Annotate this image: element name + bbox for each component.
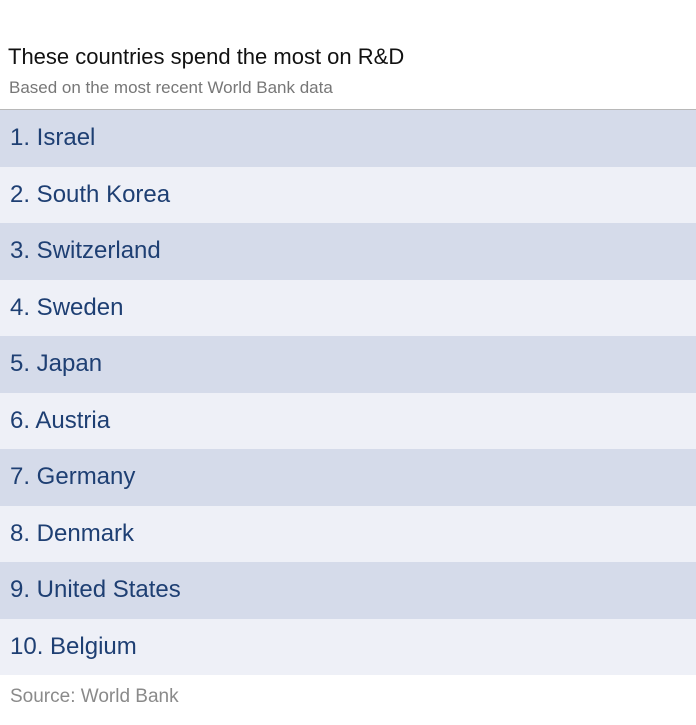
country-rank-label: 8. Denmark bbox=[10, 519, 135, 547]
country-rank-label: 1. Israel bbox=[10, 124, 96, 152]
table-row: 6. Austria bbox=[0, 392, 696, 449]
source-note: Source: World Bank bbox=[10, 686, 179, 707]
table-row: 3. Switzerland bbox=[0, 223, 696, 280]
country-rank-label: 9. United States bbox=[10, 576, 181, 604]
country-rank-label: 6. Austria bbox=[10, 406, 111, 434]
header-divider bbox=[0, 109, 696, 110]
chart-header: These countries spend the most on R&D Ba… bbox=[0, 0, 696, 110]
country-rank-label: 10. Belgium bbox=[10, 632, 137, 660]
country-rank-label: 7. Germany bbox=[10, 463, 136, 491]
table-row: 4. Sweden bbox=[0, 279, 696, 336]
table-row: 8. Denmark bbox=[0, 505, 696, 562]
chart-title: These countries spend the most on R&D bbox=[8, 44, 405, 69]
country-rank-label: 4. Sweden bbox=[10, 293, 124, 321]
country-rank-label: 2. South Korea bbox=[10, 180, 171, 208]
country-rank-label: 5. Japan bbox=[10, 350, 103, 378]
country-rank-label: 3. Switzerland bbox=[10, 237, 161, 265]
chart-subtitle: Based on the most recent World Bank data bbox=[9, 78, 333, 97]
table-row: 1. Israel bbox=[0, 110, 696, 167]
ranking-table: 1. Israel 2. South Korea 3. Switzerland 4. … bbox=[0, 110, 696, 675]
table-row: 9. United States bbox=[0, 562, 696, 619]
table-row: 10. Belgium bbox=[0, 618, 696, 675]
table-row: 2. South Korea bbox=[0, 166, 696, 223]
table-row: 5. Japan bbox=[0, 336, 696, 393]
table-row: 7. Germany bbox=[0, 449, 696, 506]
